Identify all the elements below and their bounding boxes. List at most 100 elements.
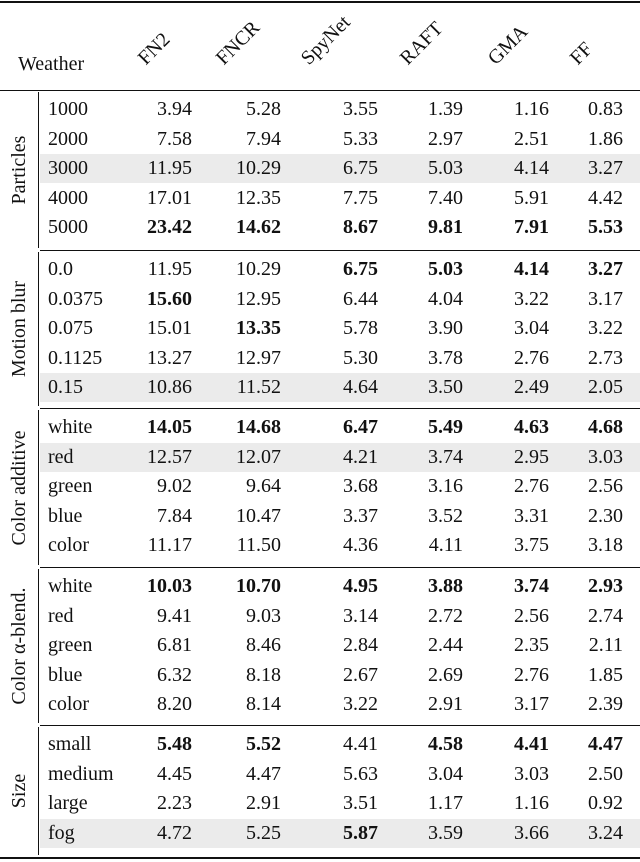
value-cell-ff: 1.86 xyxy=(588,127,623,150)
value-cell-fncr: 8.14 xyxy=(246,693,281,715)
value-cell-fn2: 11.95 xyxy=(147,157,192,179)
value-cell-raft: 3.90 xyxy=(428,317,463,339)
value-cell-fncr: 11.50 xyxy=(236,534,281,556)
value-cell-fn2: 6.81 xyxy=(157,634,192,656)
row-label: green xyxy=(48,475,93,497)
value-cell-gma: 3.75 xyxy=(514,534,549,556)
value-cell-gma: 7.91 xyxy=(514,216,549,238)
value-cell-fn2: 11.17 xyxy=(147,534,192,556)
value-cell-raft: 3.88 xyxy=(428,575,463,597)
value-cell-spynet: 5.30 xyxy=(343,346,378,369)
value-cell-spynet: 2.84 xyxy=(343,634,378,656)
value-cell-fn2: 4.45 xyxy=(157,762,192,785)
value-cell-raft: 7.40 xyxy=(428,186,463,209)
row-label: 0.0 xyxy=(48,258,73,280)
value-cell-fncr: 11.52 xyxy=(236,376,281,398)
value-cell-spynet: 7.75 xyxy=(343,186,378,209)
value-cell-fncr: 5.28 xyxy=(246,98,281,120)
group-label-divider xyxy=(38,252,39,406)
row-label: red xyxy=(48,604,74,627)
row-label: blue xyxy=(48,504,83,527)
group-label-size: Size xyxy=(8,773,30,809)
row-label: fog xyxy=(48,821,75,844)
column-header-fn2: FN2 xyxy=(133,28,175,70)
value-cell-fncr: 4.47 xyxy=(246,762,281,785)
row-label: 0.1125 xyxy=(48,346,103,369)
value-cell-gma: 3.22 xyxy=(514,287,549,310)
value-cell-gma: 3.66 xyxy=(514,821,549,844)
value-cell-spynet: 4.95 xyxy=(343,575,378,597)
value-cell-fn2: 9.41 xyxy=(157,604,192,627)
value-cell-gma: 3.17 xyxy=(514,693,549,715)
value-cell-spynet: 4.21 xyxy=(343,445,378,468)
value-cell-fncr: 2.91 xyxy=(246,792,281,814)
value-cell-raft: 3.52 xyxy=(428,504,463,527)
value-cell-raft: 3.50 xyxy=(428,376,463,398)
value-cell-spynet: 5.33 xyxy=(343,127,378,150)
value-cell-spynet: 6.44 xyxy=(343,287,378,310)
value-cell-spynet: 2.67 xyxy=(343,663,378,686)
value-cell-fncr: 10.70 xyxy=(236,575,281,597)
value-cell-ff: 2.11 xyxy=(588,634,623,656)
value-cell-fncr: 14.62 xyxy=(236,216,281,238)
bottom-rule xyxy=(0,857,640,859)
highlighted-row-band xyxy=(40,442,640,472)
row-label: blue xyxy=(48,663,83,686)
value-cell-fncr: 8.46 xyxy=(246,634,281,656)
value-cell-spynet: 3.55 xyxy=(343,98,378,120)
value-cell-fn2: 10.86 xyxy=(147,376,192,398)
row-label: 3000 xyxy=(48,157,88,179)
value-cell-spynet: 6.47 xyxy=(343,416,378,438)
row-label: color xyxy=(48,693,90,715)
value-cell-gma: 4.63 xyxy=(514,416,549,438)
value-cell-spynet: 4.36 xyxy=(343,534,378,556)
value-cell-raft: 3.74 xyxy=(428,445,463,468)
value-cell-fn2: 15.01 xyxy=(147,317,192,339)
header-rule xyxy=(0,90,640,91)
value-cell-fn2: 5.48 xyxy=(157,733,192,755)
value-cell-spynet: 4.41 xyxy=(343,733,378,755)
group-separator-rule xyxy=(40,250,640,251)
value-cell-spynet: 8.67 xyxy=(343,216,378,238)
value-cell-fn2: 8.20 xyxy=(157,693,192,715)
value-cell-fn2: 10.03 xyxy=(147,575,192,597)
value-cell-raft: 5.03 xyxy=(428,258,463,280)
value-cell-fncr: 8.18 xyxy=(246,663,281,686)
group-separator-rule xyxy=(40,567,640,568)
value-cell-gma: 4.14 xyxy=(514,258,549,280)
value-cell-gma: 2.35 xyxy=(514,634,549,656)
group-label-color-additive: Color additive xyxy=(8,430,30,545)
value-cell-ff: 3.18 xyxy=(588,534,623,556)
value-cell-spynet: 3.22 xyxy=(343,693,378,715)
value-cell-spynet: 6.75 xyxy=(343,157,378,179)
group-separator-rule xyxy=(40,408,640,409)
value-cell-fn2: 17.01 xyxy=(147,186,192,209)
value-cell-raft: 1.17 xyxy=(428,792,463,814)
value-cell-fn2: 12.57 xyxy=(147,445,192,468)
value-cell-spynet: 3.14 xyxy=(343,604,378,627)
value-cell-fn2: 2.23 xyxy=(157,792,192,814)
value-cell-fncr: 12.35 xyxy=(236,186,281,209)
row-label: color xyxy=(48,534,90,556)
value-cell-fncr: 10.29 xyxy=(236,157,281,179)
value-cell-fncr: 5.25 xyxy=(246,821,281,844)
value-cell-raft: 2.91 xyxy=(428,693,463,715)
value-cell-spynet: 6.75 xyxy=(343,258,378,280)
value-cell-gma: 3.74 xyxy=(514,575,549,597)
value-cell-fn2: 15.60 xyxy=(147,287,192,310)
row-label: white xyxy=(48,416,93,438)
value-cell-fn2: 11.95 xyxy=(147,258,192,280)
value-cell-gma: 3.03 xyxy=(514,762,549,785)
value-cell-fncr: 10.29 xyxy=(236,258,281,280)
row-label: small xyxy=(48,733,92,755)
value-cell-ff: 2.30 xyxy=(588,504,623,527)
value-cell-raft: 9.81 xyxy=(428,216,463,238)
value-cell-gma: 2.76 xyxy=(514,475,549,497)
value-cell-fn2: 9.02 xyxy=(157,475,192,497)
group-label-color-alpha-blend: Color α-blend. xyxy=(8,587,30,705)
value-cell-fncr: 12.07 xyxy=(236,445,281,468)
group-label-divider xyxy=(38,569,39,723)
value-cell-fn2: 4.72 xyxy=(157,821,192,844)
row-label: 2000 xyxy=(48,127,88,150)
